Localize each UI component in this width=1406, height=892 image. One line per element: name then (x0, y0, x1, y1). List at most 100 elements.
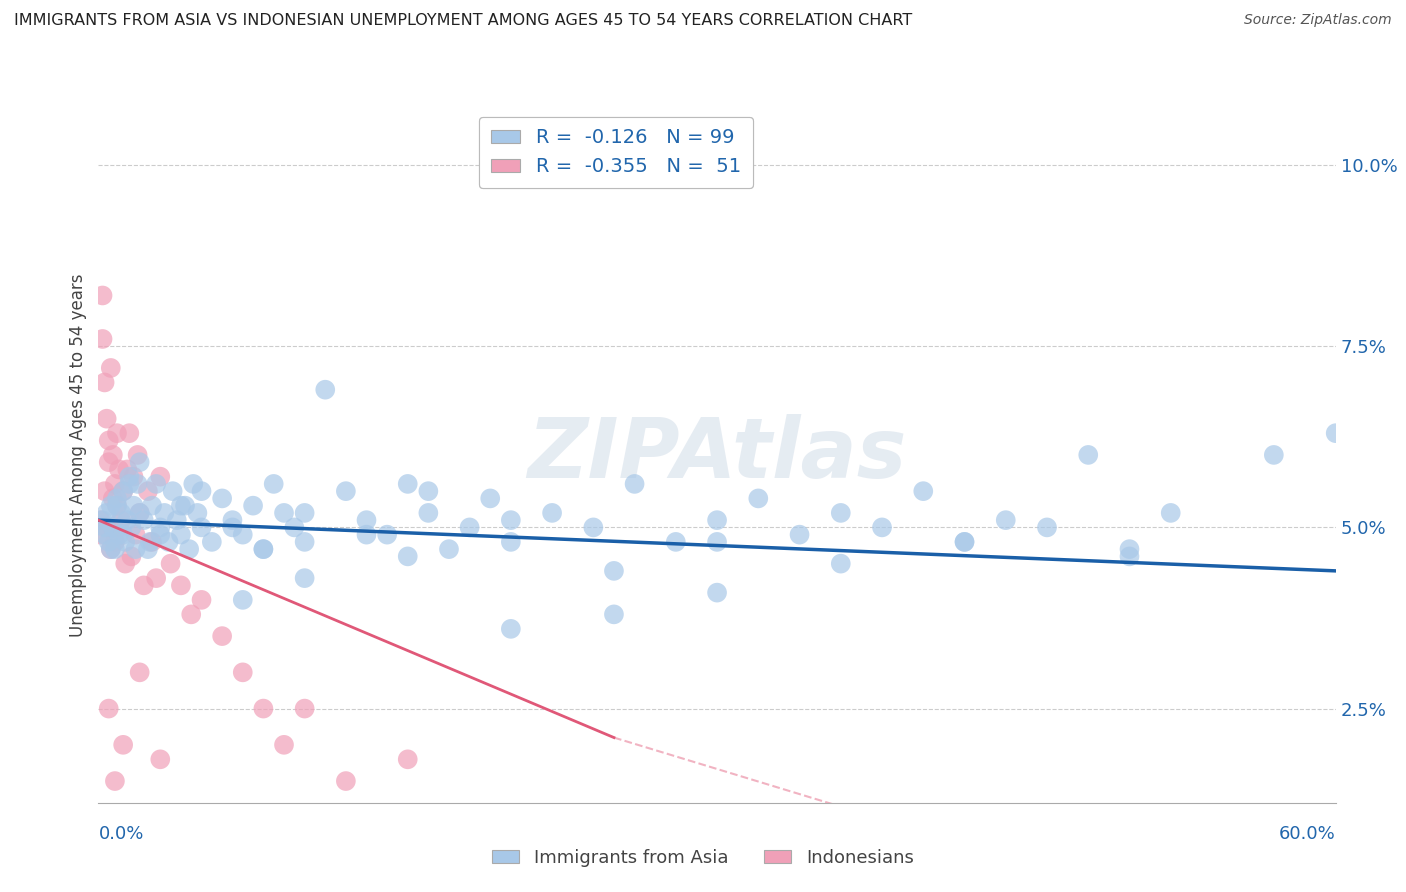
Point (132, 578, 155, 592)
Point (499, 513, 522, 527)
Point (91, 513, 114, 527)
Text: Source: ZipAtlas.com: Source: ZipAtlas.com (1244, 13, 1392, 28)
Point (396, 476, 419, 491)
Point (93, 484, 115, 499)
Point (108, 527, 131, 541)
Point (149, 527, 172, 541)
Point (104, 476, 127, 491)
Point (101, 491, 124, 506)
Point (159, 557, 181, 571)
Point (747, 491, 769, 506)
Point (124, 542, 146, 557)
Point (128, 665, 150, 680)
Point (93, 376, 115, 390)
Point (174, 499, 197, 513)
Point (93, 520, 115, 534)
Point (221, 513, 243, 527)
Point (186, 506, 208, 520)
Point (1263, 448, 1285, 462)
Point (170, 527, 193, 541)
Point (97, 701, 120, 715)
Point (105, 499, 128, 513)
Point (104, 535, 127, 549)
Point (100, 542, 122, 557)
Point (870, 520, 893, 534)
Point (157, 535, 180, 549)
Text: ZIPAtlas: ZIPAtlas (527, 415, 907, 495)
Point (112, 484, 135, 499)
Point (706, 585, 728, 599)
Point (479, 491, 502, 506)
Point (124, 527, 146, 541)
Point (232, 527, 254, 541)
Point (1118, 549, 1140, 564)
Point (252, 542, 274, 557)
Point (294, 571, 316, 585)
Point (418, 506, 440, 520)
Point (127, 476, 149, 491)
Point (499, 622, 522, 636)
Point (101, 448, 124, 462)
Point (141, 499, 163, 513)
Point (201, 535, 224, 549)
Point (132, 513, 155, 527)
Point (93, 527, 115, 541)
Point (114, 535, 136, 549)
Point (232, 665, 254, 680)
Point (263, 476, 285, 491)
Text: 60.0%: 60.0% (1279, 825, 1336, 843)
Point (211, 491, 233, 506)
Point (100, 361, 122, 376)
Point (170, 578, 193, 592)
Point (101, 520, 124, 534)
Text: IMMIGRANTS FROM ASIA VS INDONESIAN UNEMPLOYMENT AMONG AGES 45 TO 54 YEARS CORREL: IMMIGRANTS FROM ASIA VS INDONESIAN UNEMP… (14, 13, 912, 29)
Point (128, 506, 150, 520)
Point (117, 513, 139, 527)
Point (139, 535, 162, 549)
Point (221, 520, 243, 534)
Point (706, 535, 728, 549)
Point (994, 513, 1017, 527)
Point (108, 520, 131, 534)
Point (541, 506, 564, 520)
Point (294, 535, 316, 549)
Point (170, 499, 193, 513)
Point (335, 484, 357, 499)
Point (91, 332, 114, 346)
Point (118, 469, 141, 483)
Point (120, 549, 142, 564)
Point (100, 499, 122, 513)
Point (128, 506, 150, 520)
Point (128, 455, 150, 469)
Point (96, 506, 118, 520)
Point (582, 520, 605, 534)
Point (603, 564, 626, 578)
Point (104, 542, 127, 557)
Legend: Immigrants from Asia, Indonesians: Immigrants from Asia, Indonesians (485, 842, 921, 874)
Point (1160, 506, 1182, 520)
Point (97, 535, 120, 549)
Point (96, 411, 118, 425)
Point (118, 426, 141, 441)
Legend: R =  -0.126   N = 99, R =  -0.355   N =  51: R = -0.126 N = 99, R = -0.355 N = 51 (479, 117, 752, 188)
Point (149, 469, 172, 483)
Point (110, 506, 132, 520)
Point (91, 288, 114, 302)
Point (706, 513, 728, 527)
Point (912, 484, 935, 499)
Point (145, 476, 167, 491)
Point (97, 455, 120, 469)
Point (89, 527, 111, 541)
Point (180, 607, 202, 622)
Point (179, 542, 201, 557)
Point (190, 520, 212, 534)
Point (437, 542, 460, 557)
Point (283, 520, 305, 534)
Point (110, 513, 132, 527)
Point (211, 629, 233, 643)
Point (105, 426, 128, 441)
Point (96, 520, 118, 534)
Point (356, 513, 378, 527)
Point (1324, 426, 1347, 441)
Point (120, 520, 142, 534)
